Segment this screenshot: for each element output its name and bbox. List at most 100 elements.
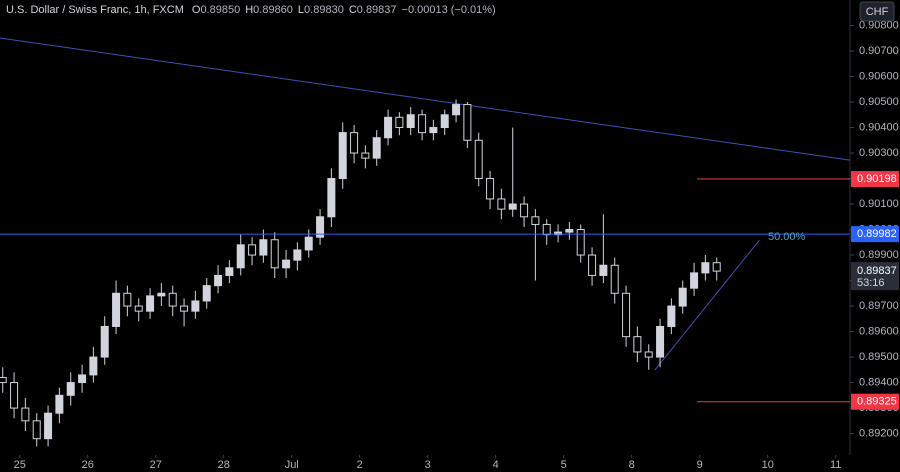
- x-tick-label: 2: [357, 459, 363, 471]
- y-tick-label: 0.89900: [859, 249, 899, 261]
- candle-body: [316, 216, 325, 238]
- candle-body: [599, 264, 608, 276]
- candle-body: [112, 292, 121, 327]
- candle-body: [406, 114, 415, 129]
- candle-body: [440, 114, 449, 129]
- ohlc-value: 0.89837: [357, 4, 397, 16]
- candle-body: [554, 231, 563, 236]
- chart-header: U.S. Dollar / Swiss Franc, 1h, FXCM O0.89…: [6, 4, 496, 16]
- candle-body: [701, 262, 710, 274]
- ohlc-key: C: [349, 4, 357, 16]
- x-tick-label: 4: [493, 459, 499, 471]
- ohlc-key: H: [245, 4, 253, 16]
- candle-body: [270, 239, 279, 269]
- plot: [0, 37, 851, 447]
- ohlc-key: L: [298, 4, 304, 16]
- x-tick-label: Jul: [285, 459, 299, 471]
- ohlc-value: 0.89830: [304, 4, 344, 16]
- y-tick-label: 0.90100: [859, 198, 899, 210]
- candle-body: [157, 292, 166, 297]
- level-badge: [851, 171, 899, 188]
- x-tick-label: 27: [150, 459, 162, 471]
- x-tick-label: 11: [830, 459, 841, 471]
- countdown: 53:16: [857, 277, 885, 289]
- y-tick-label: 0.90800: [859, 19, 899, 31]
- y-tick-label: 0.89200: [859, 427, 899, 439]
- candle-body: [418, 114, 427, 134]
- candle-body: [293, 249, 302, 261]
- x-tick-label: 3: [425, 459, 431, 471]
- candle-body: [259, 239, 268, 256]
- candle-body: [497, 198, 506, 210]
- candle-body: [214, 274, 223, 287]
- candle-body: [633, 336, 642, 353]
- candle-body: [21, 407, 30, 422]
- level-label: 0.89982: [857, 228, 897, 240]
- currency-button[interactable]: [859, 1, 895, 22]
- candle-body: [520, 203, 529, 218]
- candle-body: [361, 152, 370, 159]
- candle-body: [531, 216, 540, 225]
- candle-body: [327, 178, 336, 218]
- candle-body: [66, 382, 75, 396]
- candle-body: [622, 292, 631, 338]
- trendline: [654, 239, 760, 371]
- x-tick-label: 10: [762, 459, 774, 471]
- candle-body: [395, 116, 404, 129]
- candle-body: [542, 223, 551, 236]
- candle-body: [486, 178, 495, 200]
- ohlc-value: 0.89860: [253, 4, 293, 16]
- candle-body: [236, 244, 245, 269]
- candle-body: [304, 236, 313, 251]
- candle-body: [100, 325, 109, 358]
- candle-body: [123, 292, 132, 307]
- ohlc-value: 0.89850: [200, 4, 240, 16]
- trendline: [0, 37, 851, 161]
- candle-body: [712, 262, 721, 272]
- level-label: 0.90198: [857, 173, 897, 185]
- change: −0.00013 (−0.01%): [402, 4, 496, 16]
- y-tick-label: 0.89600: [859, 325, 899, 337]
- candle-body: [644, 351, 653, 358]
- candle-body: [384, 116, 393, 139]
- currency-label[interactable]: CHF: [866, 6, 889, 18]
- candle-body: [350, 132, 359, 154]
- y-tick-label: 0.89400: [859, 376, 899, 388]
- candle-body: [225, 267, 234, 276]
- candle-body: [429, 127, 438, 134]
- candle-body: [452, 104, 461, 116]
- candle-body: [667, 305, 676, 327]
- candle-body: [134, 305, 143, 312]
- candle-body: [55, 394, 64, 414]
- y-tick-label: 0.90500: [859, 96, 899, 108]
- candle-body: [78, 374, 87, 384]
- last-price: 0.89837: [857, 265, 897, 277]
- y-tick-label: 0.90600: [859, 70, 899, 82]
- y-tick-label: 0.90400: [859, 121, 899, 133]
- y-tick-label: 0.89700: [859, 300, 899, 312]
- level-annotation: 50.00%: [768, 231, 806, 243]
- candle-body: [0, 376, 7, 384]
- level-badge: [851, 226, 899, 243]
- candle-body: [508, 203, 517, 210]
- x-tick-label: 25: [14, 459, 26, 471]
- candle-body: [610, 264, 619, 294]
- candle-body: [463, 104, 472, 141]
- overlay: 0.892000.893000.894000.895000.896000.897…: [14, 19, 899, 471]
- x-tick-label: 8: [629, 459, 635, 471]
- candle-body: [168, 292, 177, 307]
- x-tick-label: 5: [561, 459, 567, 471]
- symbol: U.S. Dollar / Swiss Franc, 1h, FXCM: [6, 4, 184, 16]
- candle-body: [146, 295, 155, 312]
- candle-body: [10, 382, 19, 409]
- y-tick-label: 0.89500: [859, 351, 899, 363]
- candle-body: [565, 229, 574, 233]
- level-label: 0.89325: [857, 396, 897, 408]
- x-tick-label: 9: [697, 459, 703, 471]
- candle-body: [474, 139, 483, 180]
- candle-body: [180, 305, 189, 312]
- candle-body: [576, 229, 585, 256]
- y-tick-label: 0.90300: [859, 147, 899, 159]
